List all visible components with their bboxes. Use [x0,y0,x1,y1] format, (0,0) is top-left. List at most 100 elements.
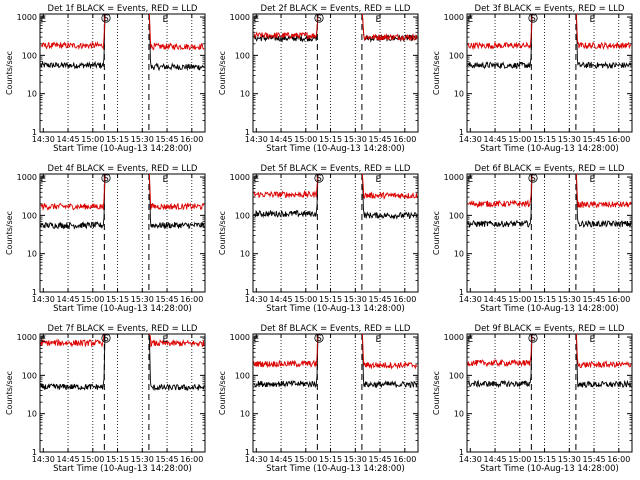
events-series-line [575,333,632,389]
y-tick-label: 100 [449,371,464,380]
x-tick-label: 14:30 [32,455,55,464]
lld-series-line [575,333,632,369]
x-tick-label: 15:00 [508,135,531,144]
panel-title: Det 8f BLACK = Events, RED = LLD [261,324,411,334]
x-tick-label: 15:15 [106,135,129,144]
x-tick-label: 16:00 [607,295,630,304]
x-axis-label: Start Time (10-Aug-13 14:28:00) [53,304,192,314]
panel-5: Det 5f BLACK = Events, RED = LLD 14:30 14:… [218,164,419,314]
marker-s: S [103,334,109,344]
x-tick-label: 16:00 [393,135,416,144]
plot-frame [39,333,206,453]
x-tick-label: 14:30 [459,455,482,464]
lld-series-line [40,13,106,51]
x-tick-label: 16:00 [180,455,203,464]
marker-e: E [590,335,596,345]
marker-e: E [163,15,169,25]
lld-series-line [253,173,319,199]
marker-e: E [467,175,473,185]
x-tick-label: 15:15 [319,295,342,304]
panel-2: Det 2f BLACK = Events, RED = LLD 14:30 14:… [218,4,419,154]
y-axis-label: Counts/sec [218,51,227,95]
lld-series-line [40,173,106,211]
events-series-line [253,13,319,43]
events-series-line [361,333,418,389]
lld-series-line [148,333,205,348]
marker-s: S [316,14,322,24]
marker-s: S [530,14,536,24]
marker-s: S [316,174,322,184]
events-series-line [148,333,205,391]
panel-3: Det 3f BLACK = Events, RED = LLD 14:30 14:… [432,4,633,154]
lld-series-line [467,173,533,209]
x-tick-label: 15:15 [533,455,556,464]
y-tick-label: 1 [32,448,37,457]
y-tick-label: 1000 [230,13,250,22]
x-tick-label: 15:30 [131,455,154,464]
y-tick-label: 1 [459,288,464,297]
y-tick-label: 1000 [230,333,250,342]
marker-s: S [530,334,536,344]
events-series-line [575,13,632,70]
plot-frame [466,333,633,453]
y-tick-label: 10 [240,90,250,99]
x-tick-label: 15:15 [319,455,342,464]
plot-frame [39,173,206,293]
y-tick-label: 1 [245,448,250,457]
marker-e: E [590,175,596,185]
x-tick-label: 15:45 [583,295,606,304]
y-tick-label: 1 [32,128,37,137]
events-series-line [467,333,533,389]
x-tick-label: 14:30 [459,135,482,144]
y-tick-label: 100 [449,51,464,60]
x-tick-label: 16:00 [180,295,203,304]
y-tick-label: 100 [22,51,37,60]
lld-series-line [575,13,632,51]
x-tick-label: 14:30 [245,295,268,304]
plot-frame [252,13,419,133]
marker-s: S [530,174,536,184]
marker-s-circle [528,13,538,23]
y-tick-label: 1000 [17,13,37,22]
x-tick-label: 14:30 [459,295,482,304]
marker-s-circle [528,173,538,183]
y-tick-label: 1000 [444,173,464,182]
x-tick-label: 16:00 [607,455,630,464]
events-series-line [467,173,533,228]
panel-9: Det 9f BLACK = Events, RED = LLD 14:30 14:… [432,324,633,474]
y-tick-label: 10 [454,410,464,419]
panel-title: Det 9f BLACK = Events, RED = LLD [475,324,625,334]
y-axis-label: Counts/sec [5,51,14,95]
x-tick-label: 15:00 [81,135,104,144]
y-tick-label: 1 [459,128,464,137]
marker-e: E [590,15,596,25]
lld-series-line [361,13,418,42]
lld-series-line [467,333,533,368]
x-tick-label: 14:45 [484,295,507,304]
x-tick-label: 15:30 [131,135,154,144]
plot-frame [466,173,633,293]
x-tick-label: 15:00 [294,135,317,144]
x-tick-label: 14:30 [245,135,268,144]
marker-s: S [316,334,322,344]
x-tick-label: 15:30 [344,135,367,144]
lld-series-line [148,173,205,211]
marker-e: E [253,335,259,345]
panel-7: Det 7f BLACK = Events, RED = LLD 14:30 14:… [5,324,206,474]
x-tick-label: 14:45 [484,135,507,144]
y-tick-label: 1000 [230,173,250,182]
marker-s-circle [101,13,111,23]
events-series-line [253,173,319,219]
x-tick-label: 14:30 [32,295,55,304]
x-tick-label: 14:45 [270,455,293,464]
events-series-line [361,173,418,220]
events-series-line [40,13,106,70]
x-tick-label: 15:30 [131,295,154,304]
y-tick-label: 10 [27,250,37,259]
x-tick-label: 15:45 [156,455,179,464]
y-tick-label: 10 [27,410,37,419]
y-tick-label: 10 [240,250,250,259]
panel-6: Det 6f BLACK = Events, RED = LLD 14:30 14:… [432,164,633,314]
x-tick-label: 14:45 [484,455,507,464]
